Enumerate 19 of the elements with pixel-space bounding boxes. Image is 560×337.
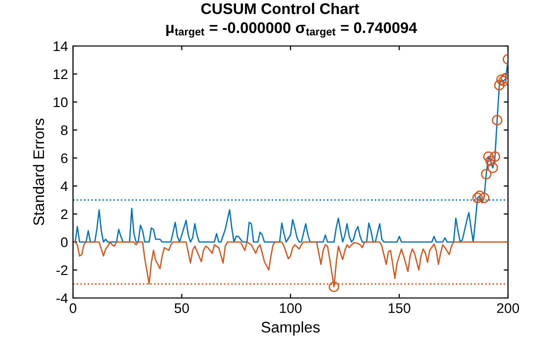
y-tick-label: -2 (56, 265, 68, 276)
y-tick-label: 4 (60, 181, 68, 192)
x-tick-label: 50 (174, 303, 189, 314)
y-tick-label: 2 (61, 209, 68, 220)
chart-subtitle: μ$_{target}$ = -0.000000 σ$_{target}$ = 0.740094 (166, 22, 418, 38)
y-tick-label: 14 (54, 41, 68, 52)
y-tick-label: -4 (56, 293, 68, 304)
y-tick-label: 8 (61, 125, 68, 136)
y-tick-label: 6 (61, 153, 68, 164)
x-axis-title: Samples (261, 321, 320, 336)
x-tick-label: 100 (280, 303, 302, 314)
x-tick-label: 0 (70, 303, 76, 314)
y-tick-label: 10 (54, 97, 68, 108)
x-tick-label: 200 (497, 303, 520, 314)
x-tick-label: 150 (388, 303, 410, 314)
y-tick-label: 0 (60, 237, 68, 248)
chart-title: CUSUM Control Chart (201, 2, 360, 14)
y-tick-label: 12 (54, 69, 68, 80)
y-axis-title: Standard Errors (32, 118, 44, 226)
